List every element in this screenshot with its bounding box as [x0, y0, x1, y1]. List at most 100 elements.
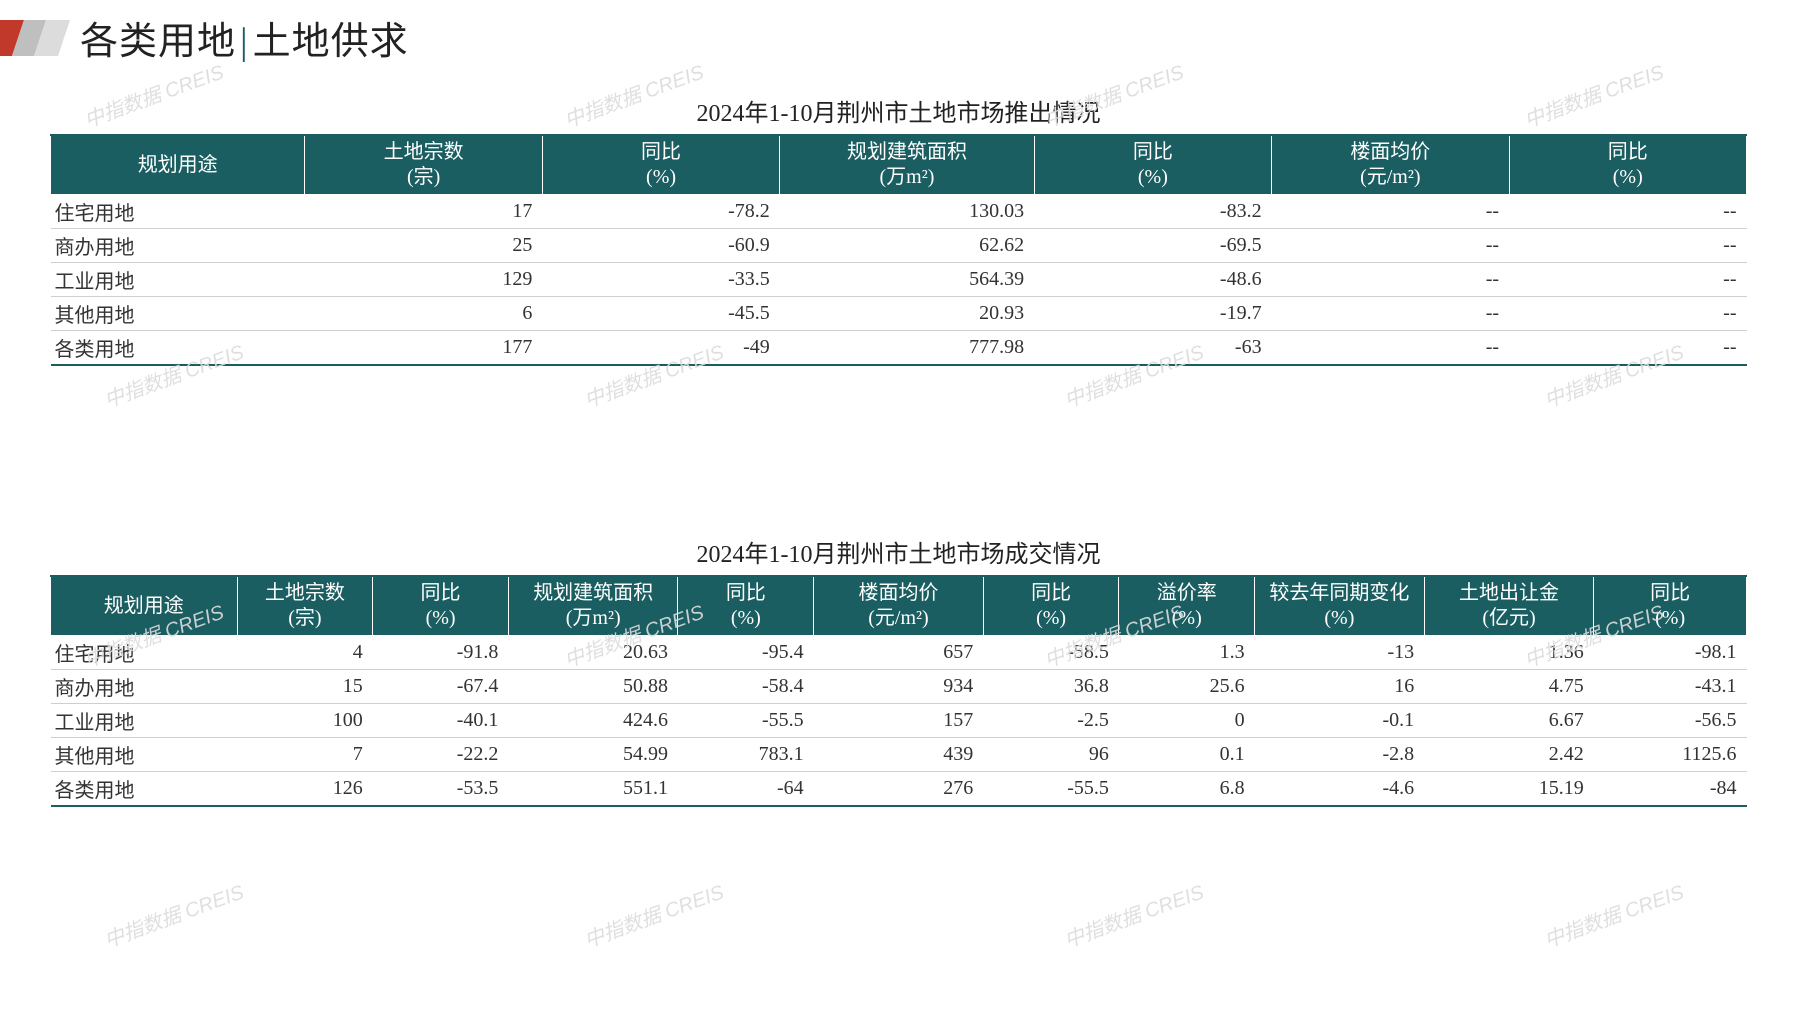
cell-value: 934 — [814, 670, 984, 704]
table-row: 住宅用地17-78.2130.03-83.2---- — [51, 195, 1747, 229]
table-row: 住宅用地4-91.820.63-95.4657-58.51.3-131.36-9… — [51, 636, 1747, 670]
table1-title: 2024年1-10月荆州市土地市场推出情况 — [0, 93, 1797, 128]
watermark: 中指数据 CREIS — [1059, 876, 1207, 953]
column-header: 楼面均价(元/m²) — [1272, 135, 1509, 195]
cell-value: 20.93 — [780, 297, 1034, 331]
cell-value: -- — [1509, 331, 1746, 366]
column-header: 规划用途 — [51, 135, 305, 195]
cell-value: -- — [1509, 195, 1746, 229]
cell-value: 100 — [237, 704, 373, 738]
cell-value: -43.1 — [1594, 670, 1747, 704]
cell-value: 20.63 — [508, 636, 678, 670]
column-header: 规划用途 — [51, 576, 238, 636]
page-header: 各类用地|土地供求 — [0, 0, 1797, 75]
row-label: 工业用地 — [51, 263, 305, 297]
table-launch: 规划用途土地宗数(宗)同比(%)规划建筑面积(万m²)同比(%)楼面均价(元/m… — [50, 134, 1747, 366]
cell-value: 564.39 — [780, 263, 1034, 297]
cell-value: 777.98 — [780, 331, 1034, 366]
cell-value: -45.5 — [542, 297, 779, 331]
cell-value: -13 — [1255, 636, 1425, 670]
cell-value: -33.5 — [542, 263, 779, 297]
table-row: 商办用地15-67.450.88-58.493436.825.6164.75-4… — [51, 670, 1747, 704]
cell-value: -- — [1509, 263, 1746, 297]
cell-value: 62.62 — [780, 229, 1034, 263]
cell-value: -67.4 — [373, 670, 509, 704]
cell-value: 17 — [305, 195, 542, 229]
row-label: 商办用地 — [51, 670, 238, 704]
cell-value: -91.8 — [373, 636, 509, 670]
cell-value: -49 — [542, 331, 779, 366]
column-header: 楼面均价(元/m²) — [814, 576, 984, 636]
column-header: 土地宗数(宗) — [305, 135, 542, 195]
cell-value: -22.2 — [373, 738, 509, 772]
row-label: 其他用地 — [51, 738, 238, 772]
column-header: 同比(%) — [678, 576, 814, 636]
cell-value: -58.5 — [983, 636, 1119, 670]
cell-value: -83.2 — [1034, 195, 1271, 229]
title-left: 各类用地 — [80, 21, 236, 63]
cell-value: -55.5 — [983, 772, 1119, 807]
cell-value: -- — [1509, 297, 1746, 331]
cell-value: -- — [1272, 229, 1509, 263]
table-row: 各类用地177-49777.98-63---- — [51, 331, 1747, 366]
cell-value: 129 — [305, 263, 542, 297]
table-deal: 规划用途土地宗数(宗)同比(%)规划建筑面积(万m²)同比(%)楼面均价(元/m… — [50, 575, 1747, 807]
cell-value: -40.1 — [373, 704, 509, 738]
cell-value: 551.1 — [508, 772, 678, 807]
cell-value: -- — [1272, 331, 1509, 366]
cell-value: -- — [1272, 263, 1509, 297]
column-header: 同比(%) — [1509, 135, 1746, 195]
cell-value: 16 — [1255, 670, 1425, 704]
column-header: 同比(%) — [542, 135, 779, 195]
cell-value: 25 — [305, 229, 542, 263]
cell-value: -2.8 — [1255, 738, 1425, 772]
cell-value: 126 — [237, 772, 373, 807]
title-sep: | — [240, 20, 249, 64]
table-row: 其他用地6-45.520.93-19.7---- — [51, 297, 1747, 331]
cell-value: 157 — [814, 704, 984, 738]
cell-value: -63 — [1034, 331, 1271, 366]
cell-value: -55.5 — [678, 704, 814, 738]
cell-value: 130.03 — [780, 195, 1034, 229]
watermark: 中指数据 CREIS — [579, 876, 727, 953]
cell-value: 6.8 — [1119, 772, 1255, 807]
cell-value: 6.67 — [1424, 704, 1594, 738]
table2-title: 2024年1-10月荆州市土地市场成交情况 — [0, 534, 1797, 569]
cell-value: -56.5 — [1594, 704, 1747, 738]
watermark: 中指数据 CREIS — [1539, 876, 1687, 953]
cell-value: 15.19 — [1424, 772, 1594, 807]
page-title: 各类用地|土地供求 — [80, 10, 409, 65]
table-row: 其他用地7-22.254.99783.1439960.1-2.82.421125… — [51, 738, 1747, 772]
column-header: 同比(%) — [1594, 576, 1747, 636]
cell-value: 1.3 — [1119, 636, 1255, 670]
cell-value: -4.6 — [1255, 772, 1425, 807]
cell-value: -84 — [1594, 772, 1747, 807]
row-label: 商办用地 — [51, 229, 305, 263]
cell-value: 1.36 — [1424, 636, 1594, 670]
cell-value: 177 — [305, 331, 542, 366]
column-header: 同比(%) — [1034, 135, 1271, 195]
cell-value: -- — [1272, 297, 1509, 331]
cell-value: 0.1 — [1119, 738, 1255, 772]
cell-value: 424.6 — [508, 704, 678, 738]
logo-icon — [0, 20, 70, 56]
cell-value: -60.9 — [542, 229, 779, 263]
column-header: 溢价率(%) — [1119, 576, 1255, 636]
cell-value: -64 — [678, 772, 814, 807]
table-row: 各类用地126-53.5551.1-64276-55.56.8-4.615.19… — [51, 772, 1747, 807]
column-header: 同比(%) — [983, 576, 1119, 636]
cell-value: 783.1 — [678, 738, 814, 772]
row-label: 工业用地 — [51, 704, 238, 738]
table-row: 工业用地100-40.1424.6-55.5157-2.50-0.16.67-5… — [51, 704, 1747, 738]
row-label: 各类用地 — [51, 772, 238, 807]
cell-value: 276 — [814, 772, 984, 807]
cell-value: -53.5 — [373, 772, 509, 807]
cell-value: -95.4 — [678, 636, 814, 670]
cell-value: 2.42 — [1424, 738, 1594, 772]
row-label: 住宅用地 — [51, 636, 238, 670]
column-header: 土地出让金(亿元) — [1424, 576, 1594, 636]
cell-value: 4 — [237, 636, 373, 670]
cell-value: 25.6 — [1119, 670, 1255, 704]
cell-value: 96 — [983, 738, 1119, 772]
column-header: 土地宗数(宗) — [237, 576, 373, 636]
